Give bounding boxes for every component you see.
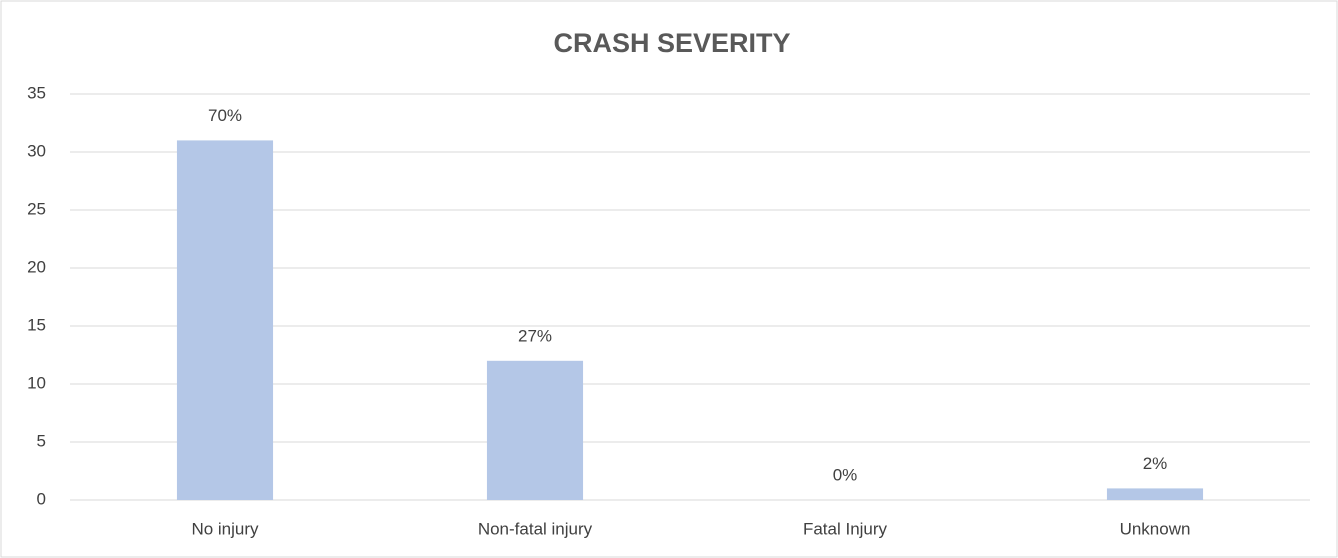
data-label: 0% (833, 465, 858, 484)
y-tick-label: 0 (37, 489, 46, 508)
data-label: 27% (518, 326, 552, 345)
y-tick-label: 10 (27, 373, 46, 392)
x-tick-label: Fatal Injury (803, 519, 888, 538)
bar (486, 360, 584, 500)
y-tick-label: 35 (27, 83, 46, 102)
x-tick-label: Unknown (1120, 519, 1191, 538)
x-tick-label: Non-fatal injury (478, 519, 593, 538)
x-tick-label: No injury (191, 519, 259, 538)
y-tick-label: 20 (27, 257, 46, 276)
data-label: 70% (208, 106, 242, 125)
bar (176, 140, 274, 500)
y-tick-label: 30 (27, 141, 46, 160)
y-tick-label: 15 (27, 315, 46, 334)
bar (1106, 488, 1204, 500)
data-label: 2% (1143, 454, 1168, 473)
y-tick-label: 25 (27, 199, 46, 218)
chart-title: CRASH SEVERITY (553, 28, 790, 58)
y-tick-label: 5 (37, 431, 46, 450)
